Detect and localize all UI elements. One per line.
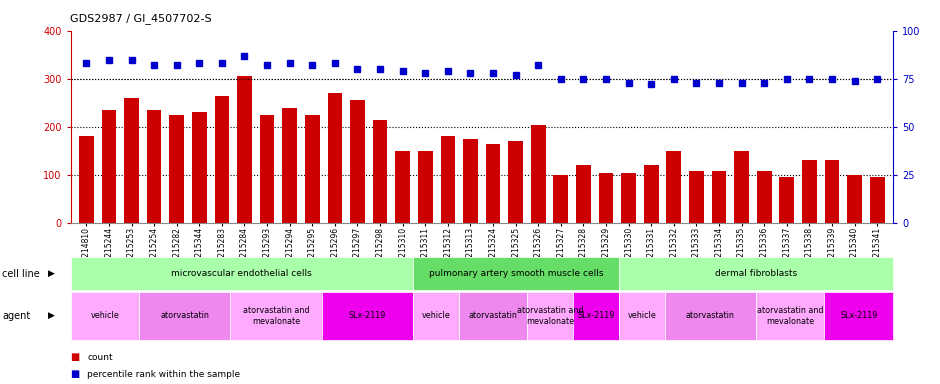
Bar <box>599 173 614 223</box>
Bar <box>734 151 749 223</box>
Text: microvascular endothelial cells: microvascular endothelial cells <box>171 269 312 278</box>
Bar <box>531 125 545 223</box>
Bar <box>373 119 387 223</box>
Bar <box>666 151 681 223</box>
Text: count: count <box>87 353 113 362</box>
Bar <box>350 100 365 223</box>
Bar <box>441 136 455 223</box>
Text: vehicle: vehicle <box>422 311 450 320</box>
Text: SLx-2119: SLx-2119 <box>349 311 386 320</box>
Bar <box>554 175 568 223</box>
Text: SLx-2119: SLx-2119 <box>577 311 615 320</box>
Bar <box>870 177 885 223</box>
Bar <box>463 139 478 223</box>
Bar <box>169 115 184 223</box>
Text: vehicle: vehicle <box>627 311 656 320</box>
Bar <box>802 161 817 223</box>
Bar <box>757 171 772 223</box>
Bar <box>192 113 207 223</box>
Text: vehicle: vehicle <box>90 311 119 320</box>
Text: atorvastatin: atorvastatin <box>686 311 735 320</box>
Bar <box>418 151 432 223</box>
Bar <box>327 93 342 223</box>
Bar <box>689 171 704 223</box>
Bar <box>147 110 162 223</box>
Bar <box>79 136 94 223</box>
Bar <box>282 109 297 223</box>
Bar <box>509 141 523 223</box>
Bar <box>824 161 839 223</box>
Text: pulmonary artery smooth muscle cells: pulmonary artery smooth muscle cells <box>429 269 603 278</box>
Text: atorvastatin: atorvastatin <box>469 311 518 320</box>
Text: SLx-2119: SLx-2119 <box>840 311 877 320</box>
Text: ■: ■ <box>70 352 80 362</box>
Bar <box>214 96 229 223</box>
Bar <box>644 165 659 223</box>
Text: atorvastatin and
mevalonate: atorvastatin and mevalonate <box>517 306 584 326</box>
Bar <box>621 173 636 223</box>
Text: ■: ■ <box>70 369 80 379</box>
Bar <box>259 115 274 223</box>
Bar <box>712 171 727 223</box>
Bar <box>305 115 320 223</box>
Text: dermal fibroblasts: dermal fibroblasts <box>714 269 797 278</box>
Text: atorvastatin and
mevalonate: atorvastatin and mevalonate <box>243 306 309 326</box>
Bar <box>237 76 252 223</box>
Bar <box>396 151 410 223</box>
Text: cell line: cell line <box>2 268 39 279</box>
Bar <box>102 110 117 223</box>
Text: agent: agent <box>2 311 30 321</box>
Text: percentile rank within the sample: percentile rank within the sample <box>87 370 241 379</box>
Text: atorvastatin and
mevalonate: atorvastatin and mevalonate <box>757 306 823 326</box>
Bar <box>124 98 139 223</box>
Text: ▶: ▶ <box>48 311 55 320</box>
Bar <box>576 165 590 223</box>
Bar <box>779 177 794 223</box>
Text: ▶: ▶ <box>48 269 55 278</box>
Text: GDS2987 / GI_4507702-S: GDS2987 / GI_4507702-S <box>70 13 212 24</box>
Bar <box>847 175 862 223</box>
Bar <box>486 144 500 223</box>
Text: atorvastatin: atorvastatin <box>161 311 210 320</box>
